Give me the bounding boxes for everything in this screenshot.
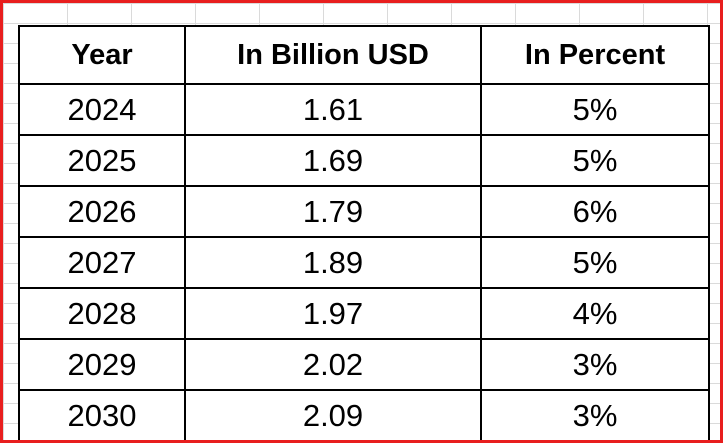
spreadsheet-area: Year In Billion USD In Percent 2024 1.61… [18,25,710,440]
cell-year[interactable]: 2026 [18,185,186,238]
cell-billion-usd[interactable]: 1.79 [184,185,482,238]
cell-year[interactable]: 2029 [18,338,186,391]
data-table: Year In Billion USD In Percent 2024 1.61… [18,25,710,440]
cell-year[interactable]: 2024 [18,83,186,136]
header-billion-usd[interactable]: In Billion USD [184,25,482,85]
cell-year[interactable]: 2028 [18,287,186,340]
table-row: 2024 1.61 5% [18,83,710,136]
cell-percent[interactable]: 3% [480,338,710,391]
table-row: 2025 1.69 5% [18,134,710,187]
table-row: 2027 1.89 5% [18,236,710,289]
cell-percent[interactable]: 5% [480,236,710,289]
cell-billion-usd[interactable]: 1.69 [184,134,482,187]
header-row: Year In Billion USD In Percent [18,25,710,85]
table-row: 2028 1.97 4% [18,287,710,340]
cell-percent[interactable]: 6% [480,185,710,238]
cell-billion-usd[interactable]: 2.02 [184,338,482,391]
table-row: 2029 2.02 3% [18,338,710,391]
cell-percent[interactable]: 4% [480,287,710,340]
cell-billion-usd[interactable]: 1.97 [184,287,482,340]
header-year[interactable]: Year [18,25,186,85]
cell-year[interactable]: 2030 [18,389,186,440]
cell-billion-usd[interactable]: 1.89 [184,236,482,289]
table-row: 2026 1.79 6% [18,185,710,238]
cell-percent[interactable]: 3% [480,389,710,440]
cell-year[interactable]: 2025 [18,134,186,187]
cell-year[interactable]: 2027 [18,236,186,289]
header-percent[interactable]: In Percent [480,25,710,85]
cell-percent[interactable]: 5% [480,83,710,136]
cell-billion-usd[interactable]: 1.61 [184,83,482,136]
cell-billion-usd[interactable]: 2.09 [184,389,482,440]
table-row: 2030 2.09 3% [18,389,710,440]
cell-percent[interactable]: 5% [480,134,710,187]
